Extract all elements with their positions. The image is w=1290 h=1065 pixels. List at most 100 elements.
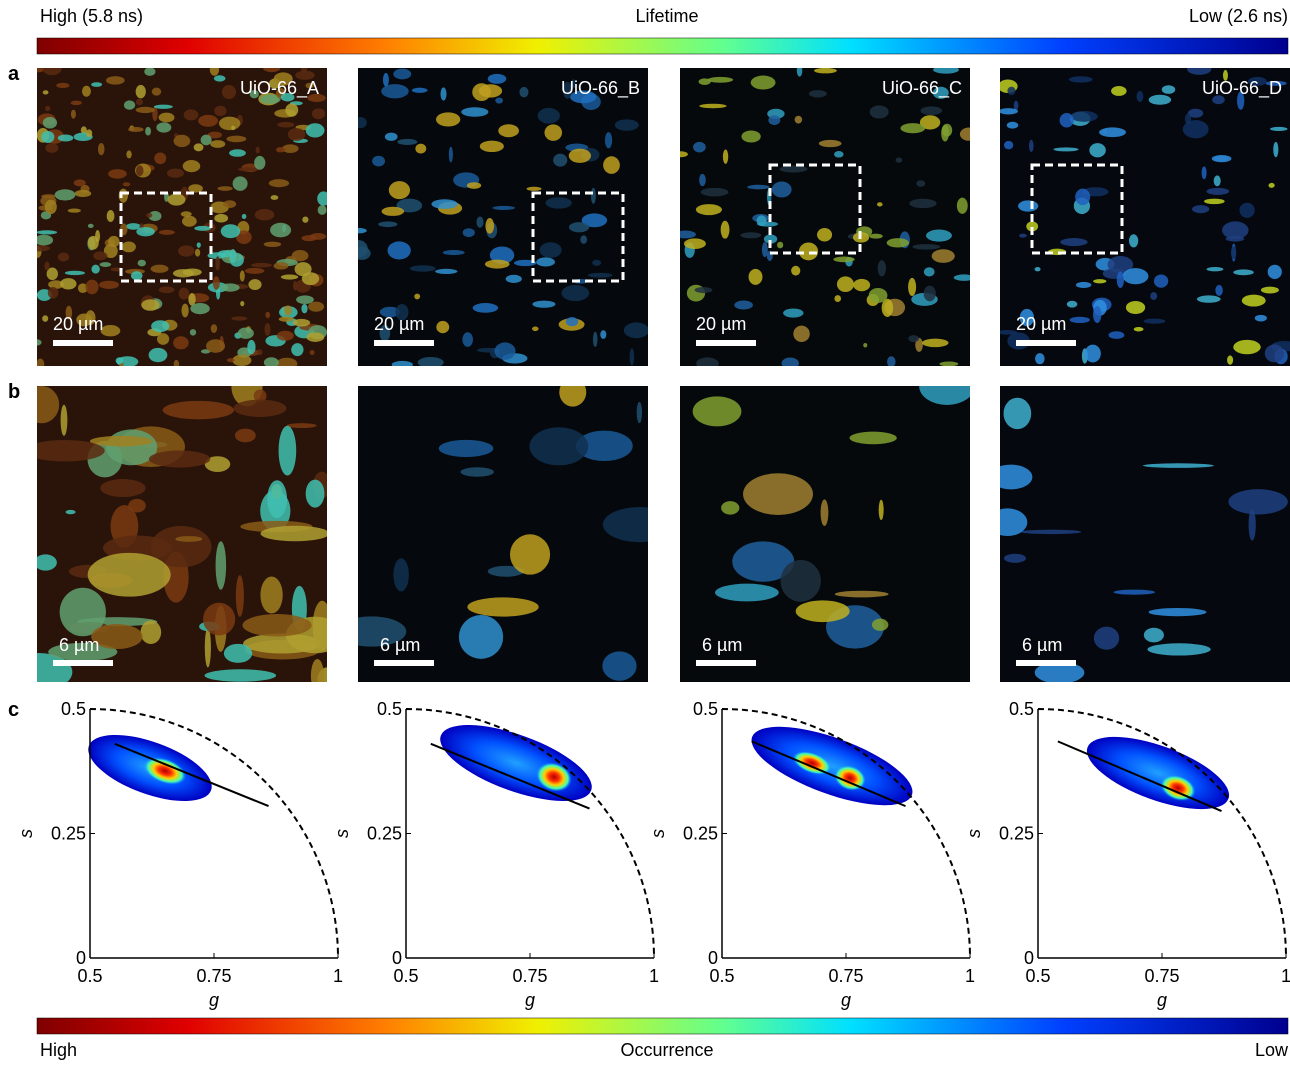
- particle: [123, 182, 131, 186]
- particle: [1070, 317, 1090, 323]
- particle: [179, 288, 190, 300]
- particle: [236, 575, 244, 617]
- particle: [25, 440, 104, 461]
- particle: [1094, 627, 1119, 650]
- particle: [1093, 279, 1106, 283]
- particle: [351, 228, 367, 234]
- y-tick-label: 0.25: [51, 824, 86, 844]
- particle: [1113, 590, 1155, 595]
- particle: [138, 260, 146, 267]
- particle: [131, 271, 143, 280]
- particle: [999, 108, 1018, 114]
- particle: [569, 222, 589, 232]
- sample-name: UiO-66_C: [882, 78, 962, 99]
- particle: [301, 235, 316, 241]
- x-tick-label: 0.75: [828, 966, 863, 986]
- x-tick-label: 0.5: [393, 966, 418, 986]
- particle: [414, 294, 420, 300]
- particle: [431, 199, 457, 209]
- particle: [306, 332, 324, 342]
- particle: [108, 236, 120, 247]
- particle: [519, 87, 528, 97]
- particle: [1150, 292, 1157, 300]
- particle: [45, 200, 57, 214]
- particle: [227, 358, 235, 362]
- particle: [593, 332, 598, 347]
- particle: [226, 136, 246, 143]
- particle: [878, 260, 886, 276]
- particle: [233, 176, 248, 190]
- particle: [167, 168, 184, 177]
- particle: [1268, 183, 1274, 188]
- particle: [66, 510, 76, 514]
- particle: [37, 359, 45, 370]
- particle: [540, 242, 562, 258]
- particle: [1214, 175, 1221, 186]
- particle: [877, 202, 883, 206]
- particle: [136, 107, 155, 113]
- particle: [389, 181, 410, 199]
- particle: [797, 65, 802, 77]
- particle: [397, 139, 417, 145]
- particle: [264, 242, 282, 247]
- particle: [436, 112, 460, 126]
- particle: [887, 238, 909, 247]
- particle: [1071, 111, 1098, 122]
- particle: [235, 429, 256, 443]
- particle: [814, 68, 837, 74]
- particle: [99, 262, 111, 267]
- particle: [821, 499, 829, 526]
- particle: [206, 339, 225, 353]
- particle: [1029, 140, 1034, 152]
- particle: [1093, 306, 1101, 323]
- particle: [817, 228, 832, 242]
- particle: [1020, 530, 1081, 534]
- y-tick-label: 0: [708, 948, 718, 968]
- particle: [45, 106, 50, 111]
- particle: [260, 526, 329, 541]
- particle: [108, 169, 127, 179]
- particle: [41, 131, 54, 143]
- particle: [71, 110, 76, 119]
- sample-name: UiO-66_A: [240, 78, 319, 99]
- particle: [777, 242, 783, 249]
- panel-letter: a: [8, 63, 20, 85]
- particle: [251, 263, 272, 267]
- particle: [205, 628, 211, 668]
- particle: [232, 355, 251, 366]
- particle: [154, 105, 173, 109]
- particle: [216, 541, 227, 590]
- scale-bar: [374, 660, 434, 666]
- particle: [1261, 287, 1279, 294]
- particle: [723, 149, 728, 163]
- particle: [1233, 269, 1253, 275]
- particle: [592, 260, 601, 266]
- particle: [1239, 203, 1254, 218]
- particle: [872, 619, 888, 631]
- particle: [793, 326, 809, 342]
- particle: [183, 160, 201, 172]
- particle: [203, 603, 235, 636]
- particle: [221, 283, 240, 291]
- particle: [630, 348, 635, 365]
- particle: [942, 124, 952, 137]
- particle: [217, 186, 232, 191]
- particle: [276, 358, 297, 370]
- x-tick-label: 1: [965, 966, 975, 986]
- particle: [393, 558, 409, 591]
- particle: [693, 142, 706, 153]
- particle: [1076, 282, 1091, 288]
- particle: [311, 659, 324, 693]
- particle: [58, 253, 69, 262]
- particle: [462, 332, 473, 347]
- particle: [159, 286, 175, 293]
- particle: [263, 64, 280, 72]
- particle: [782, 358, 799, 370]
- y-tick-label: 0.25: [367, 824, 402, 844]
- particle: [210, 140, 225, 148]
- particle: [768, 115, 780, 125]
- particle: [869, 288, 888, 303]
- particle: [141, 299, 159, 310]
- particle: [195, 249, 200, 257]
